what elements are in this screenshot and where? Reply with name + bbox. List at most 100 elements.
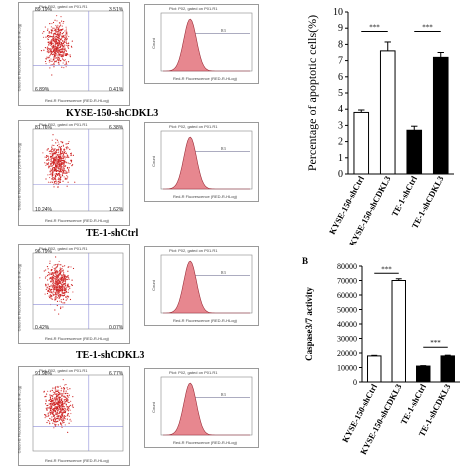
cell-event-dot bbox=[44, 156, 46, 158]
histogram-plot: R3 bbox=[160, 376, 253, 436]
cell-event-dot bbox=[56, 278, 58, 280]
cell-event-dot bbox=[64, 64, 66, 66]
cell-event-dot bbox=[67, 156, 69, 158]
cell-event-dot bbox=[61, 418, 63, 420]
cell-event-dot bbox=[43, 391, 45, 393]
cell-event-dot bbox=[61, 151, 64, 153]
cell-event-dot bbox=[54, 396, 56, 399]
significance-stars: *** bbox=[430, 339, 441, 347]
cell-event-dot bbox=[57, 169, 59, 171]
cell-event-dot bbox=[66, 34, 68, 36]
cell-event-dot bbox=[47, 274, 49, 276]
cell-event-dot bbox=[49, 60, 52, 62]
cell-event-dot bbox=[47, 35, 49, 37]
cell-event-dot bbox=[45, 36, 47, 38]
cell-event-dot bbox=[50, 160, 52, 163]
cell-event-dot bbox=[52, 283, 55, 286]
cell-event-dot bbox=[52, 49, 55, 51]
quadrant-upper-right-percent: 3.51% bbox=[109, 7, 124, 13]
cell-event-dot bbox=[50, 150, 52, 152]
cell-event-dot bbox=[54, 387, 56, 389]
y-tick-label: 0 bbox=[353, 378, 357, 387]
cell-event-dot bbox=[71, 40, 73, 42]
cell-event-dot bbox=[47, 162, 50, 164]
cell-event-dot bbox=[53, 415, 56, 417]
cell-event-dot bbox=[61, 290, 63, 292]
cell-event-dot bbox=[56, 263, 58, 266]
cell-event-dot bbox=[52, 181, 54, 183]
cell-event-dot bbox=[59, 51, 62, 53]
cell-event-dot bbox=[63, 169, 65, 171]
cell-event-dot bbox=[50, 394, 52, 397]
cell-event-dot bbox=[53, 392, 56, 394]
cell-event-dot bbox=[57, 275, 60, 277]
cell-event-dot bbox=[46, 56, 48, 58]
dot-plot-panel: Plot: P02, gated on P01.R1 Red-R Fluoresc… bbox=[16, 366, 130, 466]
y-axis-label: Percentage of apoptotic cells(%) bbox=[305, 15, 319, 171]
cell-event-dot bbox=[57, 402, 59, 404]
cell-event-dot bbox=[59, 53, 61, 56]
cell-event-dot bbox=[60, 176, 62, 178]
cell-event-dot bbox=[56, 399, 58, 401]
cell-event-dot bbox=[60, 277, 62, 279]
cell-event-dot bbox=[59, 385, 61, 387]
cell-event-dot bbox=[49, 260, 51, 262]
cell-event-dot bbox=[61, 387, 63, 389]
histogram-frame bbox=[160, 376, 253, 436]
cell-event-dot bbox=[59, 415, 62, 417]
cell-event-dot bbox=[67, 413, 69, 415]
cell-event-dot bbox=[55, 276, 57, 278]
cell-event-dot bbox=[56, 393, 58, 395]
cell-event-dot bbox=[52, 292, 54, 294]
cell-event-dot bbox=[60, 16, 62, 18]
cell-event-dot bbox=[64, 161, 66, 164]
cell-event-dot bbox=[47, 407, 49, 409]
cell-event-dot bbox=[56, 159, 58, 161]
cell-event-dot bbox=[55, 272, 57, 275]
cell-event-dot bbox=[52, 387, 54, 389]
cell-event-dot bbox=[46, 404, 48, 407]
cell-event-dot bbox=[58, 37, 60, 39]
y-tick-label: 10000 bbox=[337, 364, 357, 373]
histogram-panel: Plot: P02, gated on P01.R1 R3 Red-R Fluore… bbox=[144, 4, 259, 84]
cell-event-dot bbox=[60, 54, 63, 56]
cell-event-dot bbox=[63, 277, 65, 279]
cell-event-dot bbox=[65, 287, 67, 289]
cell-event-dot bbox=[59, 286, 62, 288]
cell-event-dot bbox=[56, 139, 59, 141]
cell-event-dot bbox=[67, 396, 69, 398]
cell-event-dot bbox=[54, 270, 56, 272]
cell-event-dot bbox=[46, 287, 48, 289]
cell-event-dot bbox=[50, 41, 52, 43]
cell-event-dot bbox=[57, 174, 60, 176]
cell-event-dot bbox=[62, 393, 64, 395]
cell-event-dot bbox=[55, 398, 57, 400]
cell-event-dot bbox=[57, 24, 59, 26]
cell-event-dot bbox=[61, 288, 63, 290]
cell-event-dot bbox=[59, 168, 61, 170]
cell-event-dot bbox=[65, 172, 67, 174]
quadrant-upper-right-percent: 6.77% bbox=[109, 371, 124, 377]
cell-event-dot bbox=[67, 406, 69, 408]
histogram-y-axis-label: Count bbox=[150, 38, 156, 49]
y-tick-label: 8 bbox=[338, 39, 343, 50]
cell-event-dot bbox=[65, 61, 67, 63]
cell-event-dot bbox=[50, 165, 52, 167]
cell-event-dot bbox=[55, 150, 57, 152]
cell-event-dot bbox=[65, 405, 67, 407]
cell-event-dot bbox=[55, 162, 58, 164]
cell-event-dot bbox=[57, 416, 59, 418]
cell-event-dot bbox=[65, 37, 67, 39]
cell-event-dot bbox=[62, 302, 64, 304]
cell-event-dot bbox=[65, 284, 67, 286]
cell-event-dot bbox=[44, 293, 46, 295]
cell-event-dot bbox=[53, 62, 55, 64]
cell-event-dot bbox=[56, 153, 58, 156]
dot-plot-x-axis-label: Red-R Fluorescence (RED-R-HLog) bbox=[45, 458, 110, 463]
cell-event-dot bbox=[46, 416, 48, 418]
cell-event-dot bbox=[59, 40, 61, 42]
dot-plot-header: Plot: P02, gated on P01.R1 bbox=[39, 4, 88, 9]
cell-event-dot bbox=[60, 60, 62, 62]
cell-event-dot bbox=[57, 295, 59, 297]
cell-event-dot bbox=[72, 291, 74, 293]
